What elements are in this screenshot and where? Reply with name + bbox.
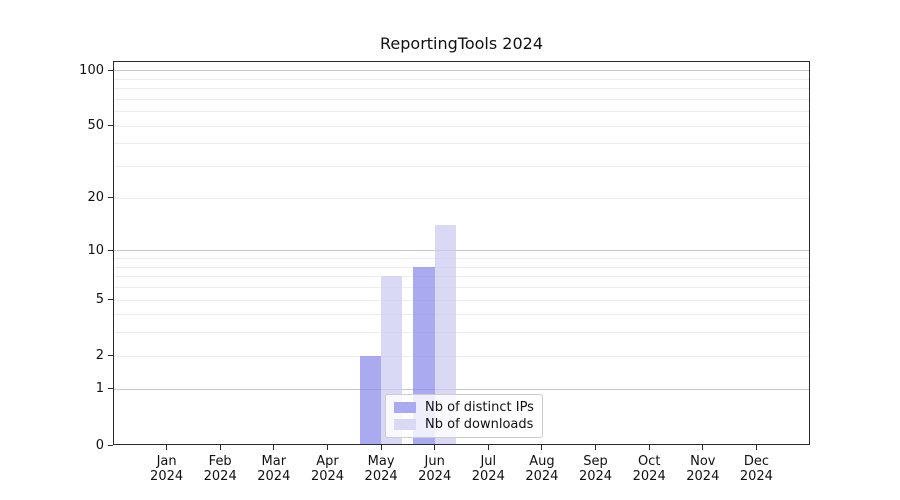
y-tick-label: 50: [87, 118, 104, 134]
y-tick-label: 1: [95, 381, 104, 397]
gridline-minor: [113, 166, 810, 168]
gridline-minor: [113, 299, 810, 301]
y-tick-label: 2: [95, 348, 104, 364]
y-tick-label: 100: [79, 62, 104, 78]
legend-item-downloads: Nb of downloads: [394, 417, 534, 432]
x-tick-label: Mar 2024: [257, 454, 291, 484]
gridline-minor: [113, 266, 810, 268]
x-tick-label: Jun 2024: [418, 454, 452, 484]
x-tick-mark: [326, 445, 329, 450]
y-tick-mark: [108, 388, 113, 390]
legend: Nb of distinct IPs Nb of downloads: [385, 394, 543, 438]
gridline-major: [113, 388, 810, 390]
gridline-major: [113, 70, 810, 72]
x-tick-mark: [434, 445, 436, 450]
y-tick-label: 0: [95, 437, 104, 453]
gridline-minor: [113, 88, 810, 89]
gridline-minor: [113, 125, 810, 127]
legend-label-downloads: Nb of downloads: [425, 417, 534, 432]
gridline-minor: [113, 355, 810, 357]
gridline-minor: [113, 98, 810, 100]
x-tick-label: Jan 2024: [150, 454, 184, 484]
y-tick-label: 20: [87, 190, 104, 206]
x-tick-mark: [219, 445, 221, 450]
gridline-major: [113, 250, 810, 252]
y-tick-mark: [108, 249, 113, 251]
legend-item-distinct-ips: Nb of distinct IPs: [394, 400, 534, 415]
x-tick-label: May 2024: [364, 454, 398, 484]
x-tick-mark: [273, 445, 275, 450]
gridline-minor: [113, 197, 810, 199]
x-tick-mark: [755, 445, 757, 450]
x-tick-label: Feb 2024: [203, 454, 237, 484]
gridline-minor: [113, 332, 810, 334]
x-tick-label: Oct 2024: [632, 454, 666, 484]
legend-swatch-downloads-icon: [394, 419, 416, 430]
gridline-minor: [113, 111, 810, 113]
x-tick-mark: [541, 445, 543, 450]
gridline-minor: [113, 314, 810, 316]
gridline-minor: [113, 143, 810, 145]
y-tick-mark: [108, 355, 113, 357]
bar-jun-s1: [434, 225, 457, 445]
x-tick-label: Dec 2024: [739, 454, 773, 484]
x-tick-label: Jul 2024: [471, 454, 505, 484]
y-tick-label: 5: [95, 292, 104, 307]
y-tick-mark: [108, 69, 113, 71]
x-tick-label: Aug 2024: [525, 454, 559, 484]
gridline-minor: [113, 78, 810, 80]
x-tick-label: Apr 2024: [310, 454, 345, 484]
y-tick-mark: [108, 197, 113, 199]
y-tick-mark: [108, 444, 113, 446]
y-tick-mark: [108, 299, 113, 301]
x-tick-mark: [487, 445, 489, 450]
y-tick-label: 10: [87, 242, 104, 258]
gridline-minor: [113, 286, 810, 288]
legend-label-distinct-ips: Nb of distinct IPs: [425, 400, 534, 415]
x-tick-label: Sep 2024: [578, 454, 613, 484]
x-tick-mark: [648, 445, 650, 450]
bar-may-s0: [359, 355, 381, 445]
x-tick-mark: [594, 445, 597, 450]
x-tick-mark: [702, 445, 704, 450]
y-tick-mark: [108, 125, 113, 127]
gridline-minor: [113, 276, 810, 278]
x-tick-mark: [166, 445, 168, 450]
x-tick-mark: [380, 445, 382, 450]
legend-swatch-distinct-ips-icon: [394, 402, 416, 413]
gridline-minor: [113, 258, 810, 259]
chart-title: ReportingTools 2024: [380, 34, 543, 53]
x-tick-label: Nov 2024: [686, 454, 720, 484]
plot-area: [113, 61, 810, 445]
